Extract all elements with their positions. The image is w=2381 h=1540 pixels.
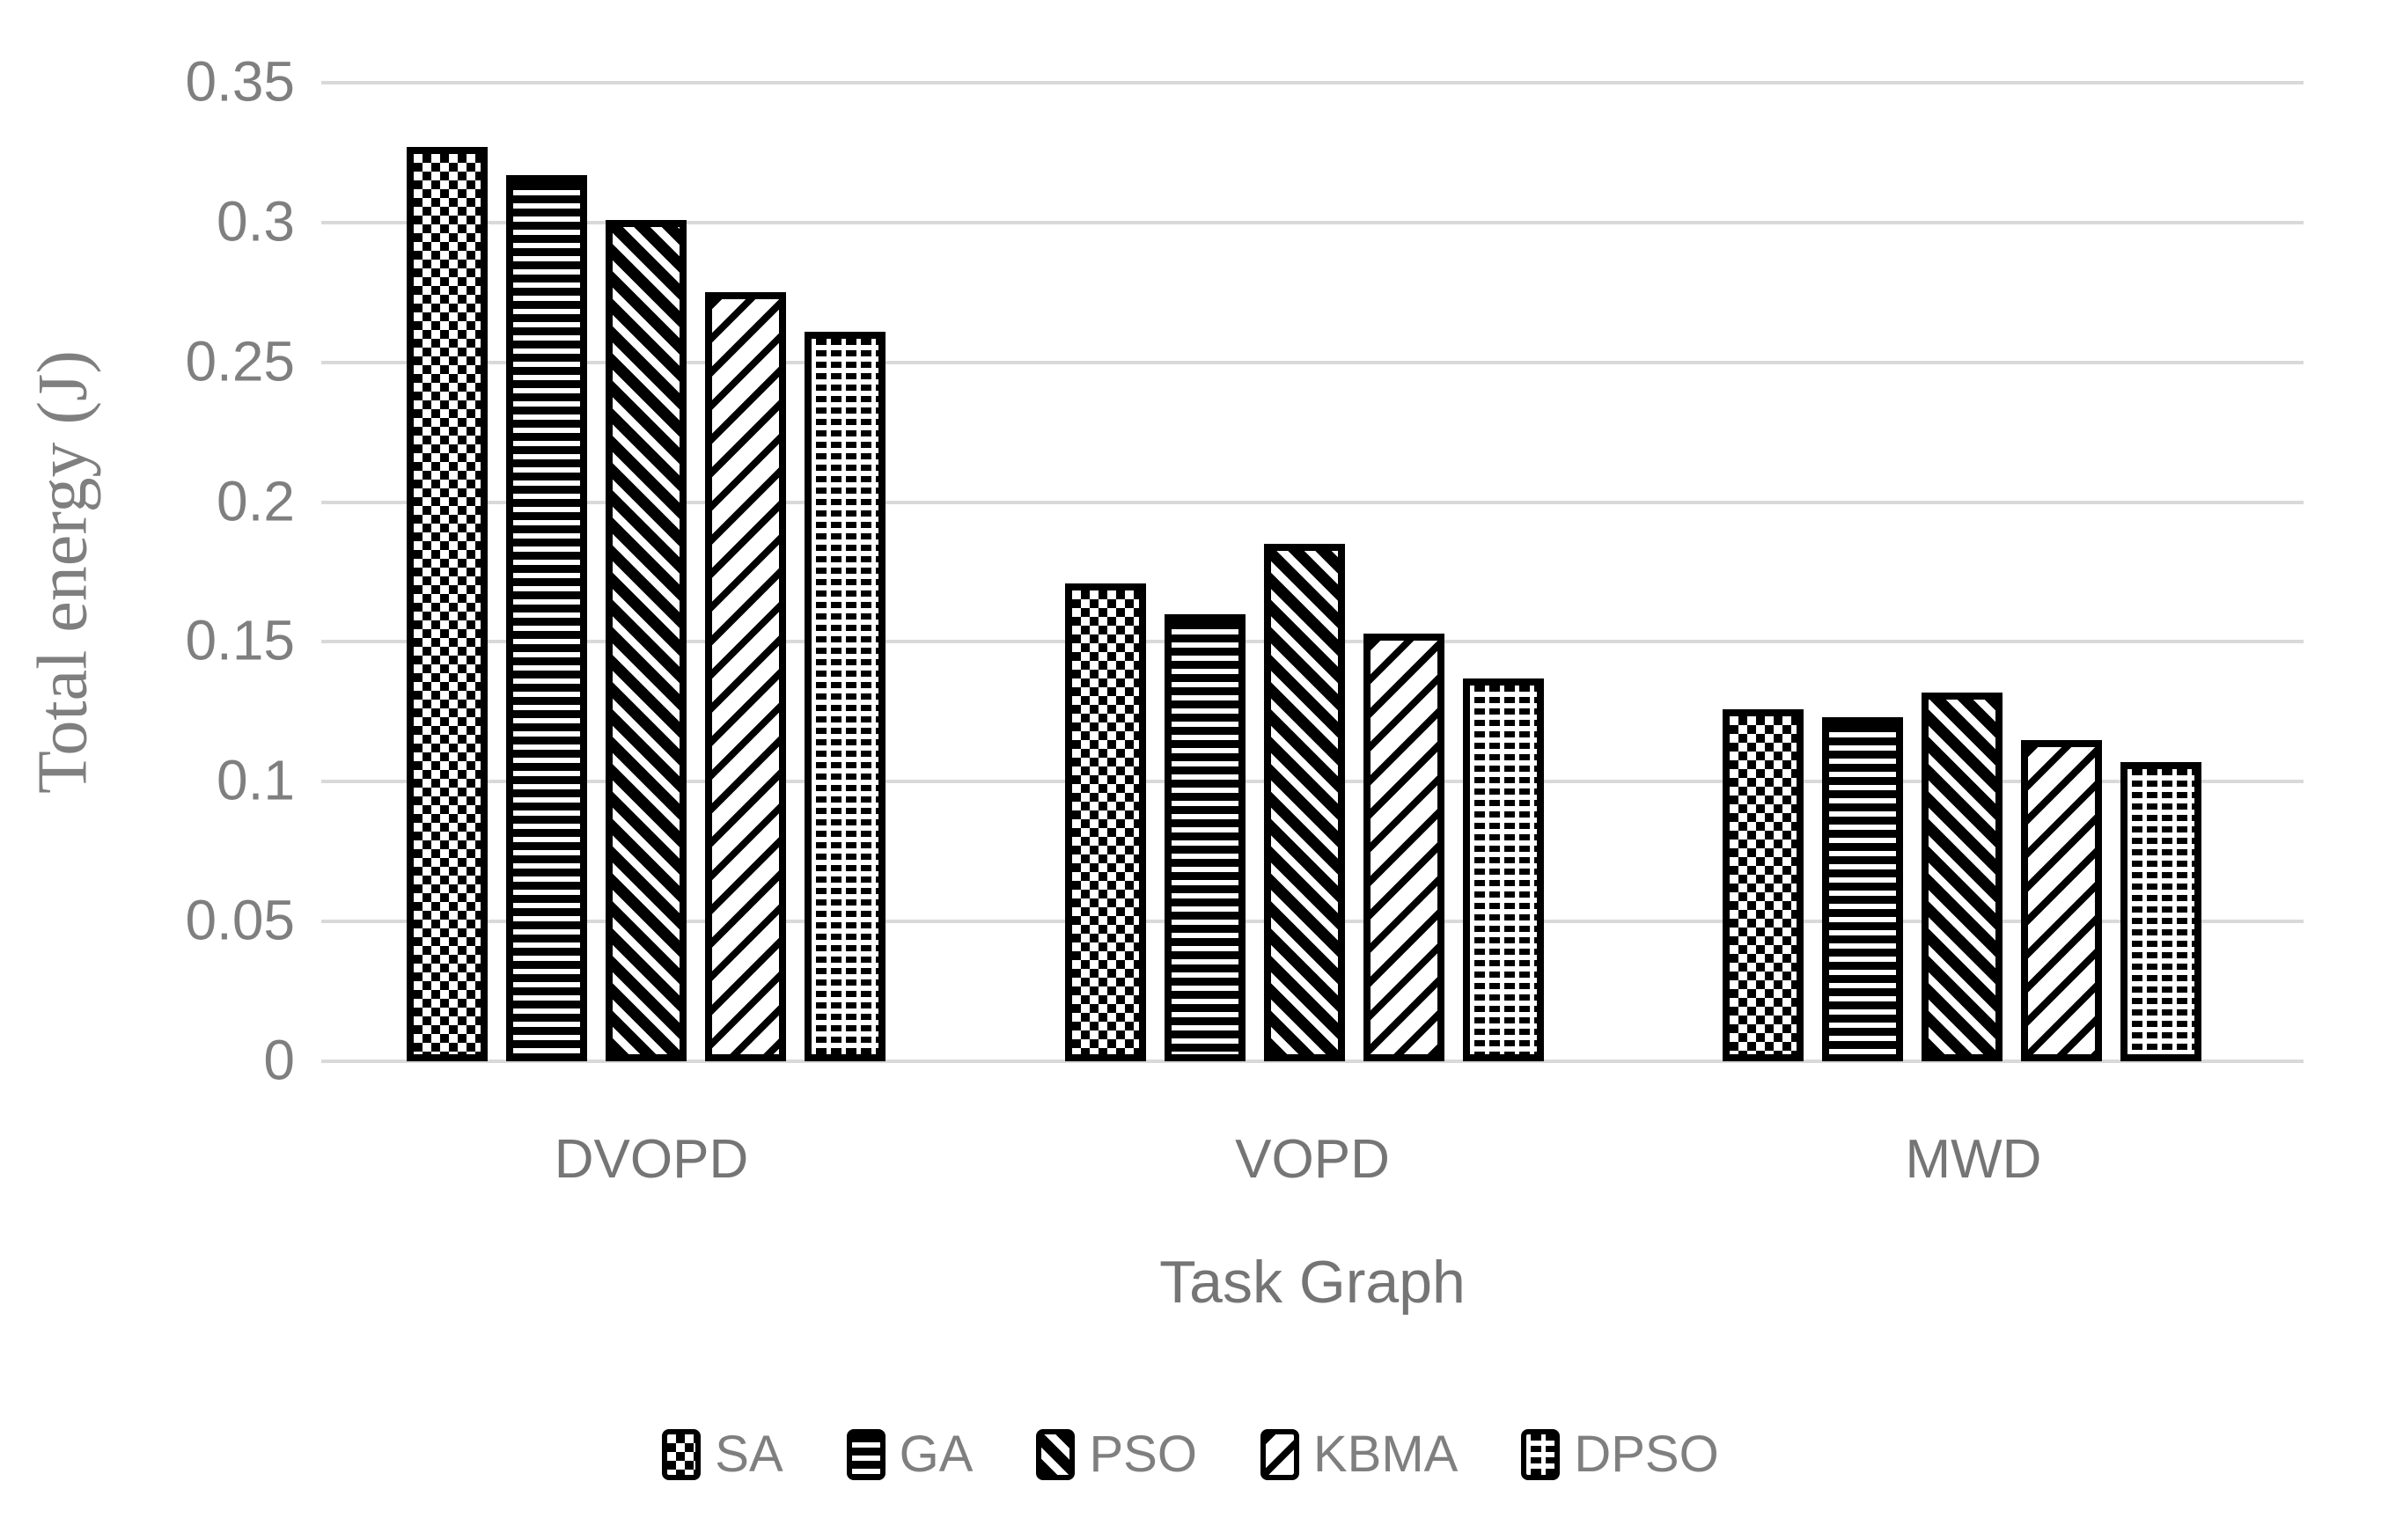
- y-tick-label: 0.1: [217, 749, 295, 813]
- gridline-0.35: [321, 81, 2304, 84]
- bar-DVOPD-DPSO: [805, 332, 886, 1061]
- bar-DVOPD-GA: [506, 175, 587, 1061]
- y-tick-label: 0.05: [185, 888, 295, 952]
- gridline-0.25: [321, 360, 2304, 364]
- bar-VOPD-GA: [1165, 614, 1246, 1061]
- gridline-0: [321, 1060, 2304, 1063]
- bar-VOPD-SA: [1065, 583, 1146, 1061]
- y-tick-label: 0.3: [217, 189, 295, 253]
- legend-label: KBMA: [1312, 1426, 1459, 1483]
- y-tick-label: 0.35: [185, 49, 295, 114]
- legend-label: DPSO: [1574, 1426, 1719, 1483]
- legend-item-PSO: PSO: [1036, 1429, 1197, 1480]
- y-tick-label: 0.15: [185, 609, 295, 673]
- y-axis-title: Total energy (J): [24, 350, 102, 794]
- bar-MWD-KBMA: [2021, 740, 2102, 1061]
- legend-marker-horizontal-stripes-icon: [846, 1429, 886, 1480]
- bar-VOPD-DPSO: [1463, 678, 1544, 1061]
- legend-label: GA: [899, 1426, 974, 1483]
- legend-marker-checkerboard-icon: [662, 1429, 702, 1480]
- gridline-0.2: [321, 500, 2304, 504]
- y-tick-label: 0: [263, 1028, 295, 1092]
- legend: SA GA PSO KBMA DPSO: [0, 1406, 2381, 1503]
- legend-marker-diagonal-down-thick-icon: [1036, 1429, 1076, 1480]
- bar-DVOPD-PSO: [606, 220, 687, 1061]
- x-category-label-MWD: MWD: [1905, 1129, 2042, 1190]
- bar-DVOPD-SA: [407, 147, 488, 1061]
- legend-marker-dotted-grid-icon: [1521, 1429, 1561, 1480]
- y-tick-label: 0.25: [185, 329, 295, 393]
- legend-item-DPSO: DPSO: [1521, 1426, 1719, 1483]
- legend-label: SA: [715, 1426, 783, 1483]
- bar-MWD-DPSO: [2120, 762, 2201, 1061]
- y-tick-label: 0.2: [217, 469, 295, 533]
- bar-DVOPD-KBMA: [705, 292, 786, 1061]
- legend-item-KBMA: KBMA: [1260, 1429, 1458, 1480]
- x-axis-title: Task Graph: [1159, 1249, 1466, 1316]
- bar-MWD-GA: [1822, 717, 1903, 1061]
- legend-item-GA: GA: [846, 1426, 974, 1483]
- bar-MWD-PSO: [1922, 693, 2003, 1061]
- bar-VOPD-PSO: [1264, 544, 1345, 1061]
- legend-item-SA: SA: [662, 1429, 783, 1480]
- legend-marker-diagonal-up-thin-icon: [1260, 1429, 1299, 1480]
- bar-VOPD-KBMA: [1363, 634, 1444, 1061]
- legend-label: PSO: [1089, 1426, 1197, 1483]
- x-category-label-VOPD: VOPD: [1235, 1129, 1390, 1190]
- x-category-label-DVOPD: DVOPD: [554, 1129, 749, 1190]
- bar-MWD-SA: [1723, 709, 1804, 1061]
- gridline-0.3: [321, 220, 2304, 224]
